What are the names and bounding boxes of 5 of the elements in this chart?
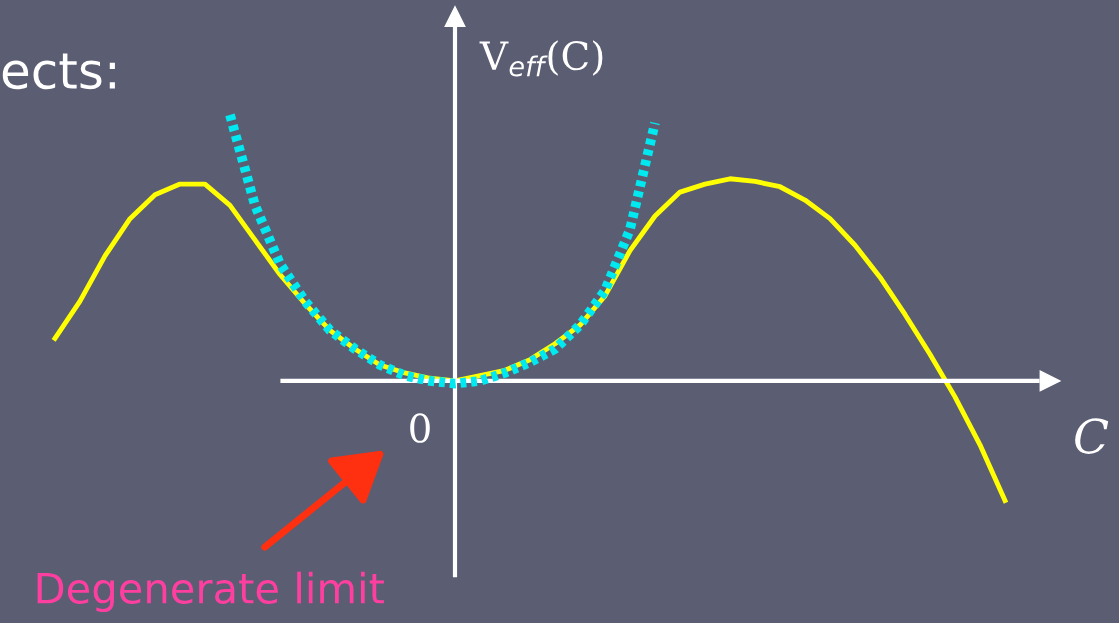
- text: ects:: [2, 53, 115, 90]
- x-axis-title: C: [1075, 418, 1109, 454]
- annotation: 0: [410, 413, 430, 443]
- y-axis-title: V$_{eff}$(C): [479, 40, 603, 77]
- text: Degenerate limit: [37, 571, 384, 613]
